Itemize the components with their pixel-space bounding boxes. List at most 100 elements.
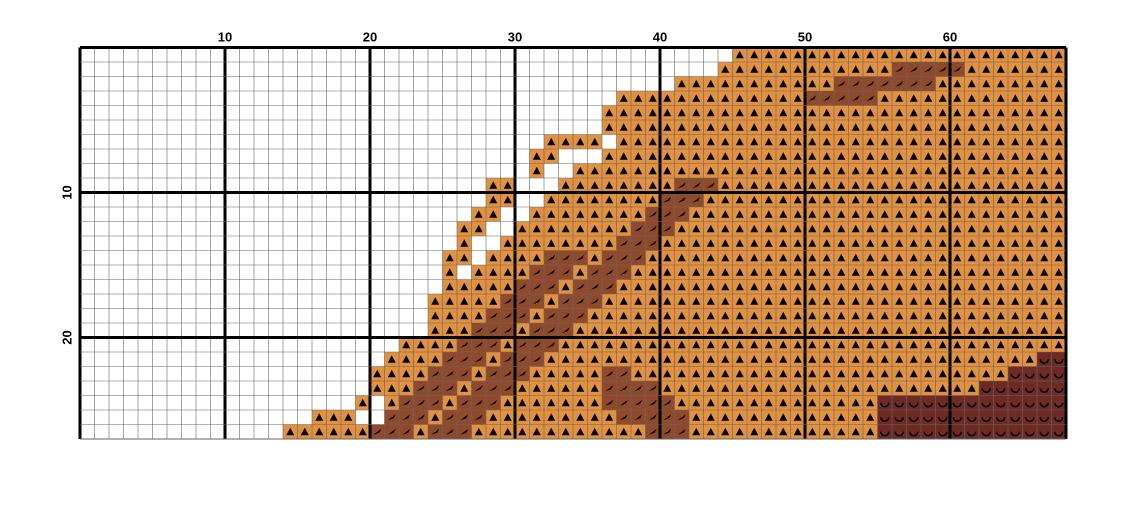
stitch-symbol <box>692 182 701 189</box>
stitch-symbol <box>866 369 875 378</box>
stitch-symbol <box>1011 195 1020 204</box>
stitch-symbol <box>634 297 643 305</box>
stitch-symbol <box>895 224 904 233</box>
stitch-symbol <box>489 370 498 377</box>
stitch-symbol <box>706 384 715 392</box>
stitch-symbol <box>692 282 701 291</box>
stitch-symbol <box>605 427 614 436</box>
stitch-symbol <box>982 297 991 305</box>
stitch-symbol <box>909 402 919 408</box>
stitch-symbol <box>880 417 890 422</box>
stitch-symbol <box>1054 210 1063 218</box>
stitch-symbol <box>518 341 527 348</box>
stitch-symbol <box>402 340 411 349</box>
stitch-symbol <box>982 369 991 378</box>
stitch-symbol <box>895 152 904 160</box>
stitch-cell <box>964 410 979 425</box>
stitch-symbol <box>619 195 628 204</box>
stitch-symbol <box>605 297 614 305</box>
stitch-symbol <box>953 94 962 102</box>
stitch-cell <box>1051 381 1066 396</box>
stitch-symbol <box>1010 402 1020 408</box>
stitch-symbol <box>634 166 643 175</box>
stitch-symbol <box>619 240 628 247</box>
stitch-symbol <box>721 108 730 117</box>
stitch-symbol <box>706 413 715 421</box>
stitch-symbol <box>924 181 933 189</box>
stitch-symbol <box>677 297 686 305</box>
stitch-symbol <box>634 210 643 218</box>
stitch-symbol <box>518 268 527 276</box>
stitch-symbol <box>518 312 527 319</box>
stitch-symbol <box>547 269 556 276</box>
stitch-symbol <box>561 224 570 233</box>
stitch-symbol <box>532 356 541 363</box>
stitch-symbol <box>590 269 599 276</box>
stitch-symbol <box>677 152 686 160</box>
stitch-symbol <box>967 166 976 175</box>
stitch-symbol <box>750 108 759 117</box>
stitch-symbol <box>938 137 947 146</box>
stitch-symbol <box>750 268 759 276</box>
column-label: 50 <box>798 29 812 44</box>
stitch-symbol <box>793 369 802 378</box>
stitch-symbol <box>619 326 628 334</box>
stitch-symbol <box>460 384 469 392</box>
stitch-symbol <box>590 298 599 305</box>
stitch-symbol <box>851 268 860 276</box>
stitch-symbol <box>895 253 904 262</box>
stitch-symbol <box>547 210 556 218</box>
stitch-symbol <box>938 253 947 262</box>
stitch-symbol <box>590 253 599 262</box>
stitch-symbol <box>721 355 730 363</box>
stitch-symbol <box>1025 340 1034 349</box>
stitch-symbol <box>460 414 469 421</box>
stitch-symbol <box>1011 123 1020 131</box>
stitch-symbol <box>735 311 744 320</box>
stitch-symbol <box>474 427 483 436</box>
stitch-symbol <box>1011 355 1020 363</box>
stitch-symbol <box>460 297 469 305</box>
stitch-symbol <box>822 413 831 421</box>
stitch-symbol <box>547 312 556 319</box>
stitch-cell <box>935 395 950 410</box>
stitch-cell <box>1022 366 1037 381</box>
stitch-symbol <box>532 384 541 392</box>
stitch-symbol <box>967 253 976 262</box>
stitch-symbol <box>938 123 947 131</box>
stitch-symbol <box>648 152 657 160</box>
stitch-symbol <box>677 414 686 421</box>
stitch-symbol <box>866 413 875 421</box>
stitch-symbol <box>793 210 802 218</box>
stitch-symbol <box>866 80 875 87</box>
stitch-symbol <box>779 137 788 146</box>
stitch-symbol <box>358 427 367 436</box>
stitch-symbol <box>895 50 904 59</box>
stitch-symbol <box>750 224 759 233</box>
stitch-cell <box>993 424 1008 439</box>
stitch-symbol <box>634 326 643 334</box>
stitch-symbol <box>1054 65 1063 73</box>
stitch-symbol <box>532 298 541 305</box>
stitch-symbol <box>431 340 440 349</box>
stitch-symbol <box>1040 50 1049 59</box>
stitch-symbol <box>967 137 976 146</box>
stitch-symbol <box>779 152 788 160</box>
stitch-symbol <box>808 355 817 363</box>
stitch-symbol <box>837 152 846 160</box>
stitch-symbol <box>967 297 976 305</box>
stitch-symbol <box>634 152 643 160</box>
stitch-symbol <box>1010 431 1020 437</box>
stitch-symbol <box>648 123 657 131</box>
stitch-cell <box>979 410 994 425</box>
stitch-symbol <box>605 269 614 276</box>
stitch-symbol <box>677 108 686 117</box>
stitch-symbol <box>764 166 773 175</box>
stitch-symbol <box>561 282 570 291</box>
stitch-symbol <box>880 108 889 117</box>
stitch-symbol <box>663 384 672 392</box>
stitch-symbol <box>547 195 556 204</box>
stitch-symbol <box>634 385 643 392</box>
stitch-symbol <box>634 181 643 189</box>
stitch-symbol <box>706 166 715 175</box>
